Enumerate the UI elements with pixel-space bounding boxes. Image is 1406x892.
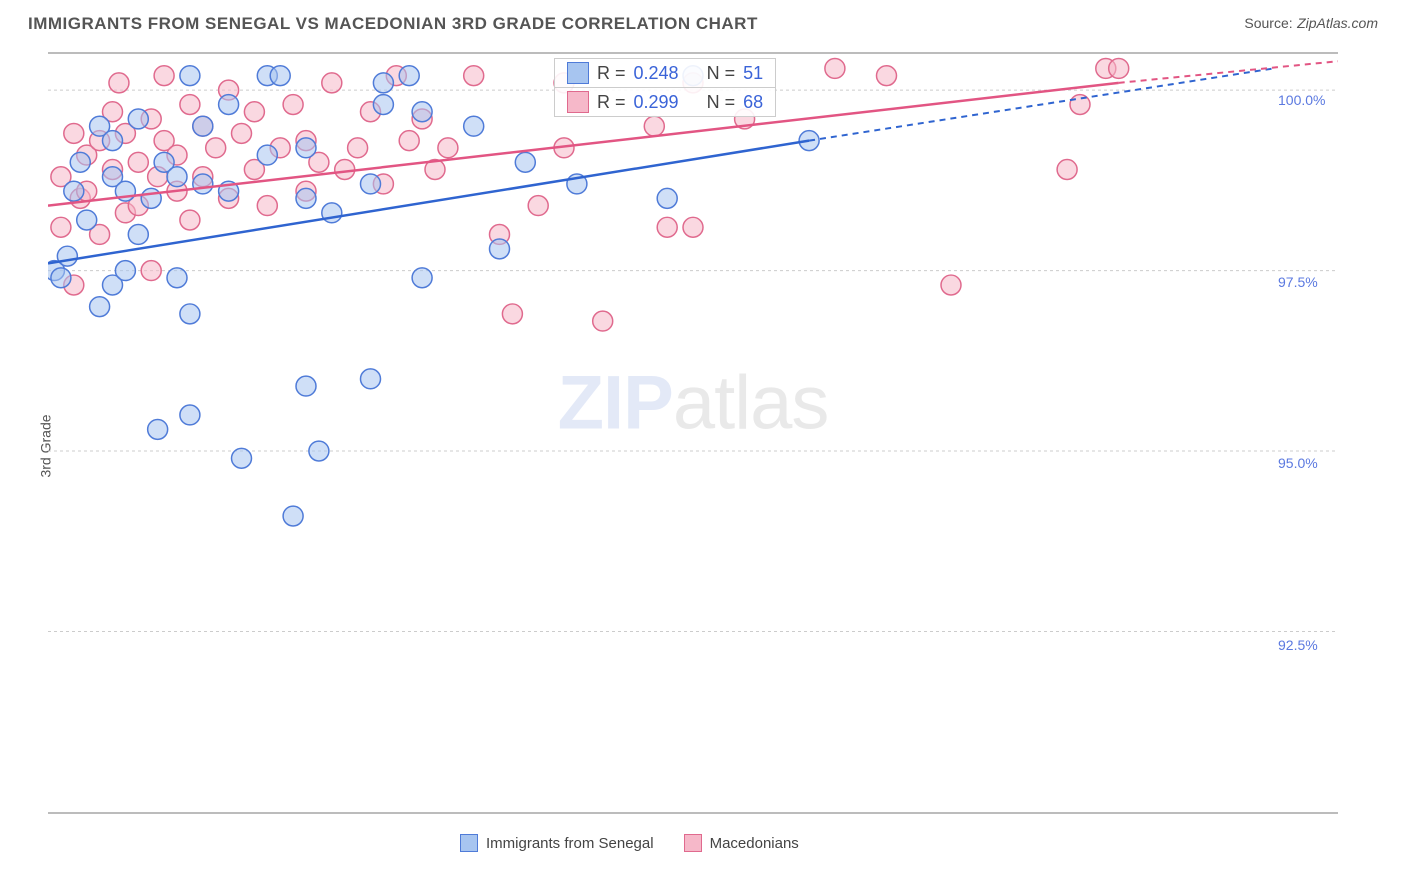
stats-n-value-senegal: 51 bbox=[743, 63, 763, 84]
stats-r-value-senegal: 0.248 bbox=[634, 63, 679, 84]
stats-row-macedonians: R = 0.299 N = 68 bbox=[554, 87, 776, 117]
stats-box: R = 0.248 N = 51 R = 0.299 N = 68 bbox=[554, 58, 776, 117]
legend-swatch-senegal bbox=[460, 834, 478, 852]
legend: Immigrants from Senegal Macedonians bbox=[460, 834, 799, 852]
source-label: Source: bbox=[1244, 15, 1292, 31]
stats-n-value-macedonians: 68 bbox=[743, 92, 763, 113]
chart-svg bbox=[48, 54, 1338, 812]
source-value: ZipAtlas.com bbox=[1297, 15, 1378, 31]
stats-swatch-macedonians bbox=[567, 91, 589, 113]
legend-swatch-macedonians bbox=[684, 834, 702, 852]
y-tick-label: 92.5% bbox=[1278, 637, 1318, 653]
stats-r-label: R = bbox=[597, 63, 626, 84]
stats-r-label: R = bbox=[597, 92, 626, 113]
legend-item-senegal: Immigrants from Senegal bbox=[460, 834, 654, 852]
stats-swatch-senegal bbox=[567, 62, 589, 84]
legend-item-macedonians: Macedonians bbox=[684, 834, 799, 852]
legend-label-macedonians: Macedonians bbox=[710, 835, 799, 852]
plot-area: ZIPatlas bbox=[48, 52, 1338, 814]
stats-row-senegal: R = 0.248 N = 51 bbox=[554, 58, 776, 87]
y-tick-label: 95.0% bbox=[1278, 455, 1318, 471]
stats-r-value-macedonians: 0.299 bbox=[634, 92, 679, 113]
legend-label-senegal: Immigrants from Senegal bbox=[486, 835, 654, 852]
chart-title: IMMIGRANTS FROM SENEGAL VS MACEDONIAN 3R… bbox=[28, 14, 758, 34]
y-tick-label: 100.0% bbox=[1278, 92, 1325, 108]
y-tick-label: 97.5% bbox=[1278, 274, 1318, 290]
stats-n-label: N = bbox=[707, 92, 736, 113]
source-credit: Source: ZipAtlas.com bbox=[1244, 15, 1378, 33]
stats-n-label: N = bbox=[707, 63, 736, 84]
